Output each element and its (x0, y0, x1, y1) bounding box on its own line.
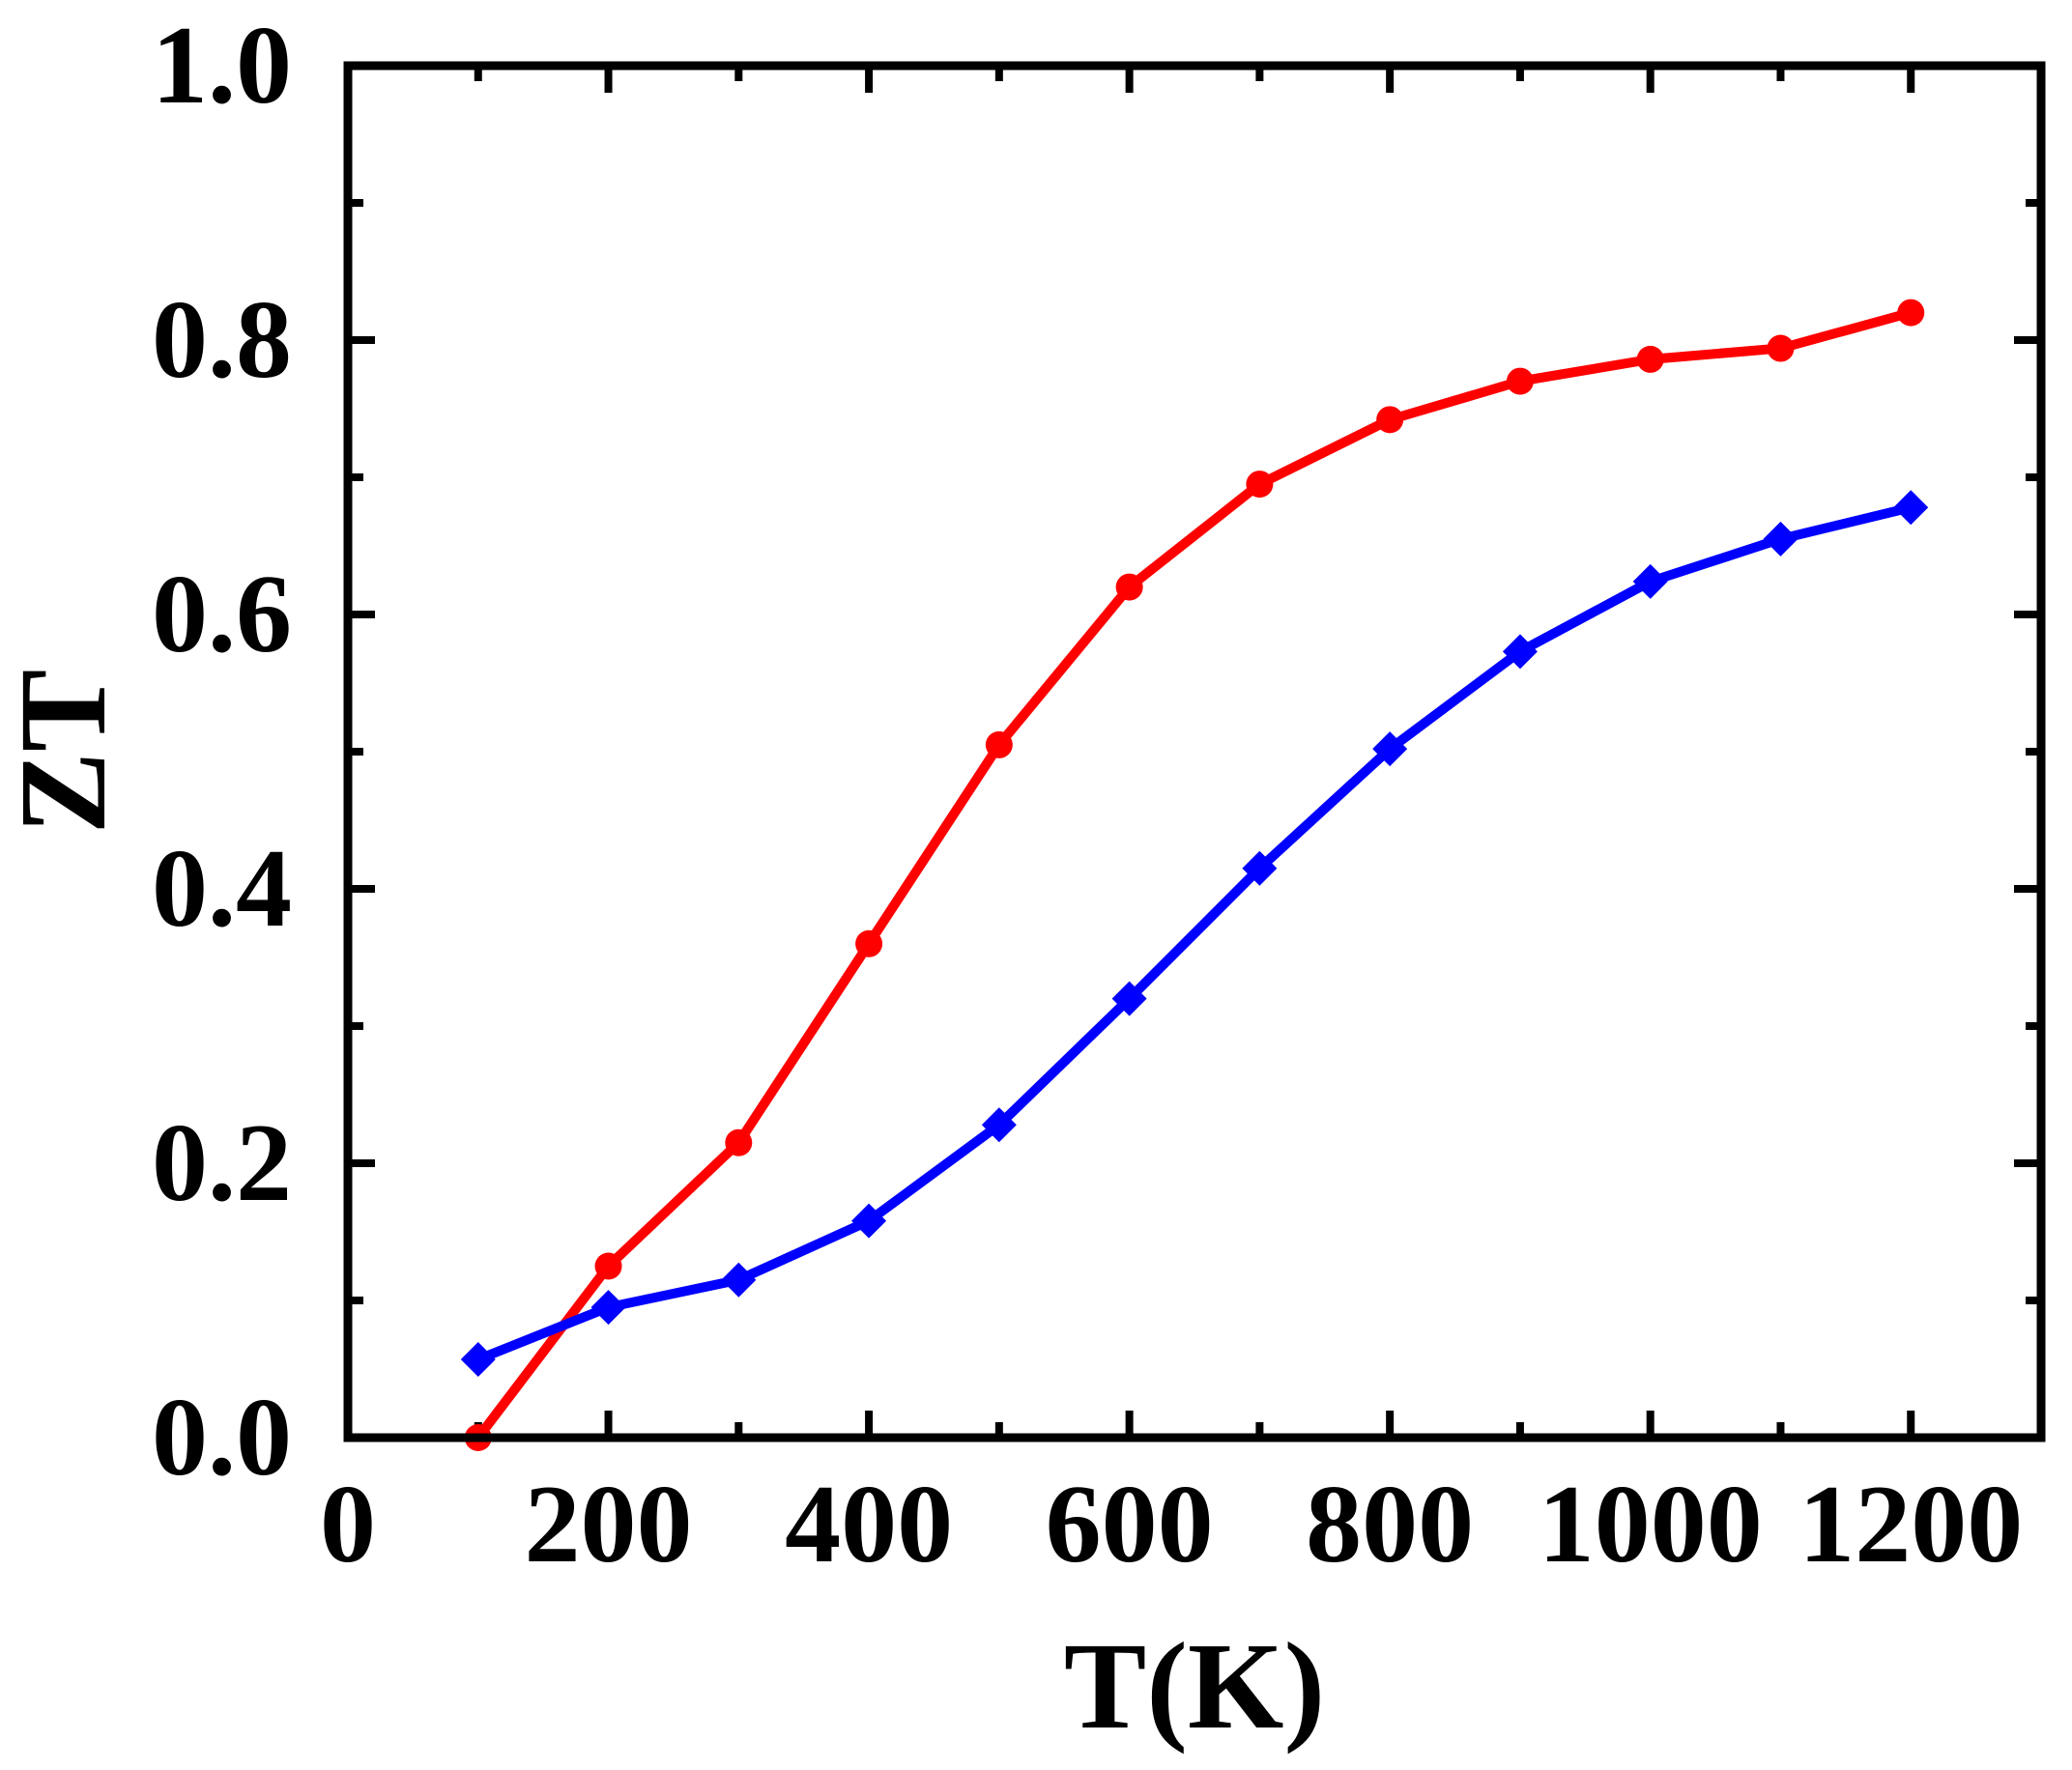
x-tick-label: 200 (525, 1463, 693, 1586)
series-red (464, 299, 1925, 1451)
x-axis-title: T(K) (1064, 1617, 1325, 1755)
y-tick-label: 0.0 (152, 1376, 292, 1499)
series-red-point (594, 1252, 622, 1280)
series-red-point (1246, 471, 1274, 499)
series-blue-point (1242, 850, 1278, 886)
series-blue-point (721, 1262, 757, 1298)
series-blue-point (981, 1107, 1017, 1143)
x-tick-label: 0 (320, 1463, 376, 1586)
series-red-point (1767, 334, 1795, 362)
y-tick-label: 0.8 (152, 278, 292, 402)
series-layer (460, 299, 1929, 1451)
x-tick-label: 1200 (1799, 1463, 2023, 1586)
x-tick-label: 800 (1306, 1463, 1474, 1586)
series-red-point (725, 1128, 753, 1156)
y-tick-label: 0.2 (152, 1101, 292, 1225)
series-red-line (473, 307, 1916, 1442)
series-blue-point (1893, 490, 1929, 526)
y-tick-label: 1.0 (152, 4, 292, 128)
series-blue-point (1502, 634, 1538, 670)
series-blue-point (1632, 563, 1668, 599)
series-red-point (1376, 406, 1404, 434)
labels-layer: 0 200 400 600 800 1000 1200 0.0 0.2 0.4 0.6 0.8 1.0 (152, 4, 2023, 1586)
y-tick-label: 0.6 (152, 553, 292, 676)
plot-frame (343, 61, 2046, 1442)
x-tick-label: 1000 (1539, 1463, 1763, 1586)
x-tick-label: 600 (1046, 1463, 1214, 1586)
series-red-point (1506, 367, 1534, 395)
series-red-point (1897, 299, 1925, 327)
series-red-point (985, 730, 1013, 758)
series-blue-point (851, 1203, 887, 1239)
ticks-layer (348, 66, 2041, 1438)
series-blue-point (1111, 981, 1147, 1016)
x-tick-label: 400 (785, 1463, 953, 1586)
series-blue-point (1763, 521, 1799, 557)
series-blue-point (590, 1290, 626, 1326)
series-blue (460, 490, 1929, 1378)
y-axis-title: ZT (0, 670, 131, 835)
series-red-point (1115, 573, 1143, 601)
series-red-point (855, 929, 883, 957)
series-blue-line (473, 502, 1916, 1365)
series-blue-point (460, 1342, 496, 1378)
series-red-point (1636, 345, 1664, 373)
series-blue-point (1372, 731, 1408, 767)
y-tick-label: 0.4 (152, 827, 292, 951)
